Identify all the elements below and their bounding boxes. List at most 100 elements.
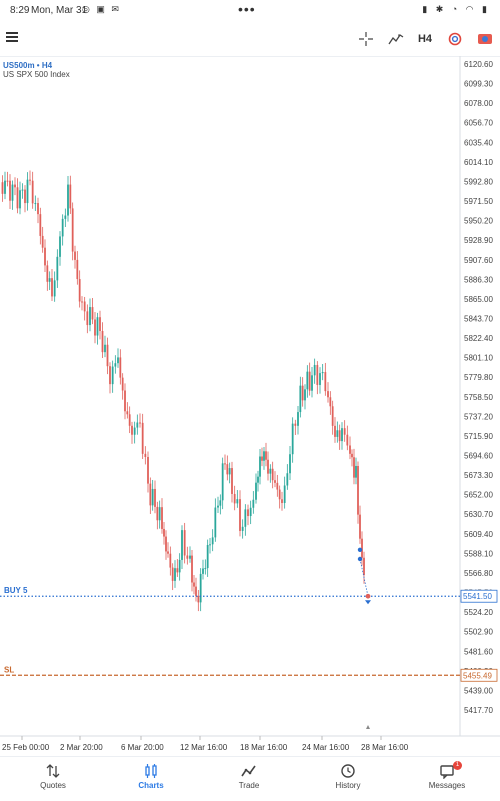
price-tick-label: 5758.50 [464,393,493,402]
nav-quotes[interactable]: Quotes [3,763,103,790]
nav-history[interactable]: History [298,763,398,790]
candle-bear [131,425,133,435]
symbol-name[interactable]: US500m • H4 [3,61,53,70]
candle-bear [281,499,283,504]
objects-icon[interactable] [446,28,464,50]
candle-bull [111,366,114,385]
candle-bear [69,184,72,209]
price-tick-label: 5694.60 [464,452,493,461]
candle-bull [26,179,29,204]
candle-bear [224,463,226,465]
candle-bear [247,509,249,517]
candle-bear [16,187,19,209]
candle-bull [136,422,139,428]
trade-line-price: 5541.50 [463,592,492,601]
candle-bull [117,357,119,364]
candle-bear [363,557,365,575]
timeframe-button[interactable]: H4 [417,33,433,45]
candle-bear [154,488,156,507]
candle-bear [139,422,141,424]
trade-line-name: BUY 5 [4,586,28,595]
menu-icon[interactable] [6,32,18,42]
candle-bull [241,526,244,531]
candle-bear [271,468,274,481]
nav-charts[interactable]: Charts [101,763,201,790]
candle-bear [334,425,336,437]
candle-bull [64,215,67,219]
candle-bull [306,371,309,390]
price-tick-label: 5566.80 [464,569,493,578]
time-tick-label: 18 Mar 16:00 [240,743,288,752]
candle-bull [283,485,286,504]
candle-bull [214,507,217,538]
price-tick-label: 5630.70 [464,510,493,519]
candle-bear [101,330,104,353]
price-tick-label: 5843.70 [464,314,493,323]
candle-bear [76,259,79,280]
price-axis: 6120.60 6099.30 6078.00 6056.70 6035.40 6014.… [464,60,493,715]
candle-bull [299,385,302,413]
time-tick-label: 6 Mar 20:00 [121,743,164,752]
candle-bear [39,214,42,236]
chart-canvas[interactable]: 6120.60 6099.30 6078.00 6056.70 6035.40 6014.… [0,56,500,756]
crosshair-icon[interactable] [357,28,375,50]
candle-bear [193,582,195,587]
candle-bull [355,465,357,478]
nav-trade[interactable]: Trade [199,763,299,790]
candle-bear [86,311,89,326]
indicators-icon[interactable]: f [387,28,405,50]
price-tick-label: 5907.60 [464,256,493,265]
candle-bear [231,468,233,494]
trade-line-price-box [460,589,498,603]
price-tick-label: 6120.60 [464,60,493,69]
time-tick-label: 24 Mar 16:00 [302,743,350,752]
charts-icon [145,764,157,778]
multi-window-dots-icon[interactable]: ••• [238,1,256,17]
nav-messages[interactable]: 1 Messages [397,761,497,790]
price-tick-label: 5737.20 [464,412,493,421]
candle-bear [78,279,81,302]
candle-bull [311,375,313,391]
price-tick-label: 5673.30 [464,471,493,480]
candle-bear [24,189,26,204]
price-tick-label: 5715.90 [464,432,493,441]
bottom-navigation: Quotes Charts Trade History 1 Messages [0,756,500,801]
candle-bear [343,428,346,435]
candle-bull [104,344,106,353]
candle-bear [301,385,304,401]
trade-line-price: 5455.49 [463,671,492,680]
candle-bear [239,499,241,531]
candle-bull [56,256,59,281]
candle-bear [71,208,74,252]
candle-bull [21,189,24,191]
new-order-icon[interactable] [476,28,494,50]
candle-bear [346,434,349,446]
candle-bull [202,568,204,574]
candle-bull [255,482,257,500]
candle-bear [165,536,167,552]
candle-bear [161,507,163,529]
symbol-description: US SPX 500 Index [3,70,70,79]
candle-bear [167,551,169,554]
candle-bull [178,559,181,573]
price-tick-label: 6035.40 [464,138,493,147]
candle-bear [14,184,16,188]
current-price-marker [365,593,371,599]
price-tick-label: 5652.00 [464,491,493,500]
candle-bull [206,545,209,569]
messages-badge: 1 [453,761,462,770]
price-chart[interactable]: 6120.60 6099.30 6078.00 6056.70 6035.40 6014.… [0,56,500,756]
candle-bear [44,247,46,266]
candle-bear [106,344,109,367]
candle-bull [61,218,64,237]
order-marker [357,556,363,562]
time-tick-label: 2 Mar 20:00 [60,743,103,752]
candle-bull [59,236,61,257]
candle-bear [109,366,111,385]
price-tick-label: 5928.90 [464,236,493,245]
trade-line-name: SL [4,665,14,674]
candle-bull [209,544,211,546]
nav-messages-label: Messages [428,781,466,790]
candle-bull [252,499,255,508]
candles [1,170,365,612]
